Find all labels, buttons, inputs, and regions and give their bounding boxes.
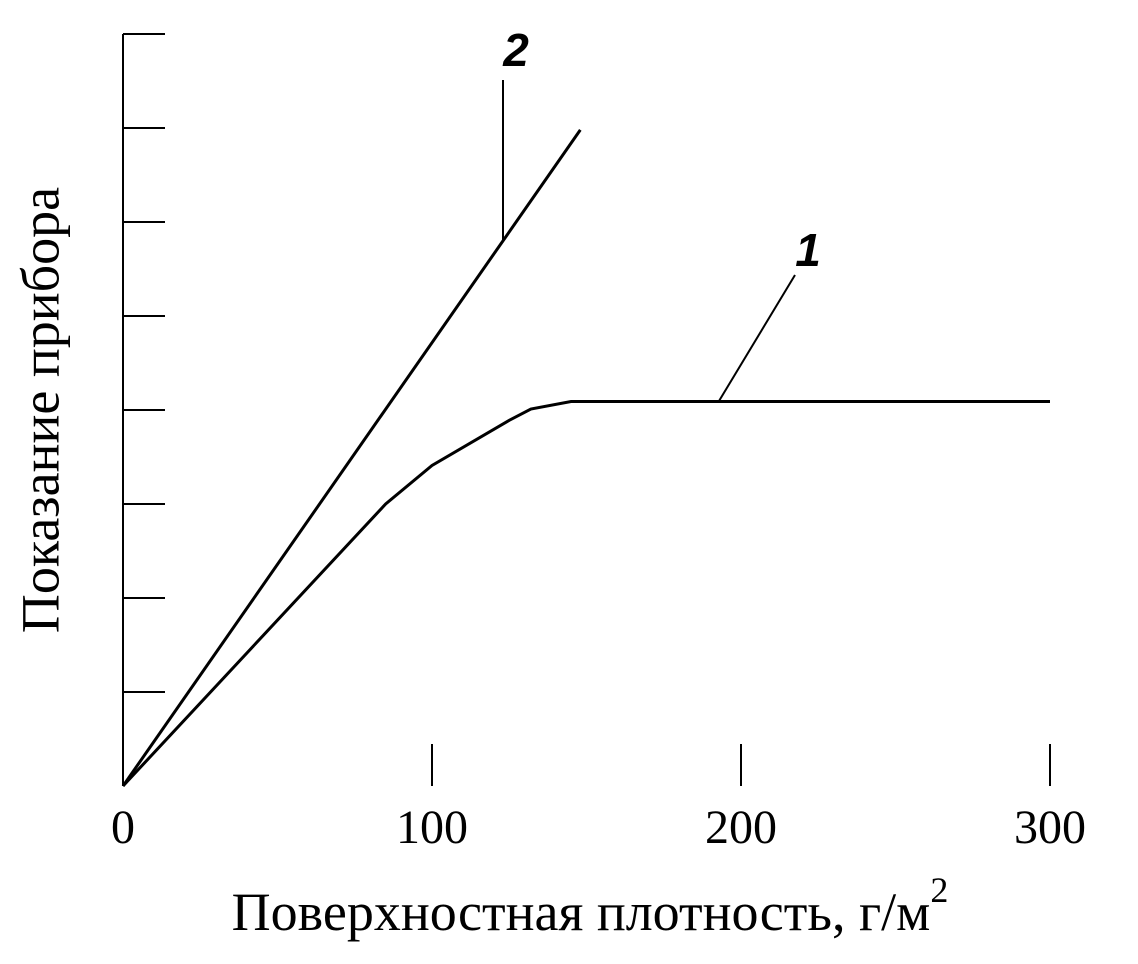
series-line — [121, 400, 1050, 788]
x-tick-label: 0 — [111, 801, 135, 854]
series-label: 1 — [795, 224, 821, 276]
x-axis-label: Поверхностная плотность, г/м2 — [232, 870, 949, 942]
x-tick-label: 300 — [1014, 801, 1086, 854]
x-tick-label: 100 — [396, 801, 468, 854]
series-line — [121, 129, 582, 787]
x-axis-label-main: Поверхностная плотность, г/м — [232, 882, 931, 942]
series-label: 2 — [502, 24, 529, 76]
x-tick-label: 200 — [705, 801, 777, 854]
x-axis-label-superscript: 2 — [930, 870, 948, 910]
y-axis-label: Показание прибора — [10, 187, 70, 633]
leader-line — [718, 274, 796, 402]
